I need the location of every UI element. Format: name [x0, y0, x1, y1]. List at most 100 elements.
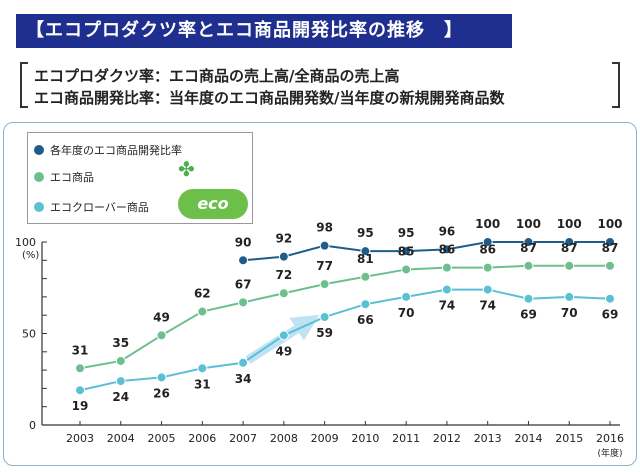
data-label: 74: [439, 299, 456, 313]
data-label: 95: [357, 226, 374, 240]
data-label: 100: [475, 217, 500, 231]
data-label: 87: [602, 241, 619, 255]
x-tick-label: 2005: [148, 432, 176, 445]
definition-eco-products-rate: エコプロダクツ率：エコ商品の売上高/全商品の売上高: [34, 67, 400, 85]
y-tick-label: 100: [15, 236, 36, 249]
x-tick-label: 2008: [270, 432, 298, 445]
data-point: [278, 288, 289, 299]
data-point: [115, 355, 126, 366]
data-point: [401, 264, 412, 275]
data-label: 87: [520, 241, 537, 255]
data-label: 77: [316, 259, 333, 273]
data-label: 81: [357, 252, 374, 266]
data-point: [156, 330, 167, 341]
data-point: [115, 376, 126, 387]
data-point: [278, 330, 289, 341]
data-point: [319, 240, 330, 251]
data-point: [482, 237, 493, 247]
data-point: [278, 251, 289, 262]
y-unit-label: (%): [22, 250, 39, 261]
data-point: [360, 271, 371, 282]
data-point: [482, 262, 493, 273]
x-tick-label: 2014: [514, 432, 542, 445]
legend-dot-icon: [34, 145, 44, 155]
data-label: 70: [398, 306, 415, 320]
x-tick-label: 2007: [229, 432, 257, 445]
legend-item-eco-products: エコ商品: [34, 169, 94, 185]
eco-logo: eco: [178, 189, 248, 219]
data-point: [401, 246, 412, 257]
data-label: 19: [72, 399, 89, 413]
x-tick-label: 2015: [555, 432, 583, 445]
data-label: 49: [275, 344, 292, 358]
data-label: 86: [439, 243, 456, 257]
data-label: 31: [72, 343, 89, 357]
x-tick-label: 2003: [66, 432, 94, 445]
data-label: 87: [561, 241, 578, 255]
data-point: [156, 372, 167, 383]
data-label: 100: [516, 217, 541, 231]
x-tick-label: 2013: [474, 432, 502, 445]
definitions-box: エコプロダクツ率：エコ商品の売上高/全商品の売上高 エコ商品開発比率：当年度のエ…: [20, 60, 620, 110]
x-tick-label: 2004: [107, 432, 135, 445]
data-point: [75, 385, 85, 396]
data-point: [605, 260, 615, 271]
data-point: [564, 291, 575, 302]
data-label: 74: [479, 299, 496, 313]
legend-label: エコ商品: [50, 171, 94, 184]
data-label: 70: [561, 306, 578, 320]
data-label: 85: [398, 244, 415, 258]
legend-item-development-rate: 各年度のエコ商品開発比率: [34, 142, 182, 158]
data-label: 24: [112, 390, 129, 404]
series-line: [242, 241, 610, 262]
data-point: [523, 237, 534, 247]
data-label: 90: [235, 235, 252, 249]
data-label: 31: [194, 377, 211, 391]
data-point: [75, 363, 85, 374]
x-tick-label: 2016: [596, 432, 624, 445]
chart-legend: 各年度のエコ商品開発比率 エコ商品 エコクローバー商品 ✤ eco: [27, 132, 253, 224]
data-label: 35: [112, 336, 129, 350]
data-label: 72: [275, 268, 292, 282]
data-label: 34: [235, 372, 252, 386]
data-label: 66: [357, 313, 374, 327]
data-label: 62: [194, 287, 211, 301]
y-tick-label: 50: [22, 328, 36, 341]
right-bracket: [612, 62, 620, 108]
page-title: 【エコプロダクツ率とエコ商品開発比率の推移 】: [16, 14, 512, 48]
left-bracket: [20, 62, 28, 108]
data-point: [482, 284, 493, 295]
x-tick-label: 2011: [392, 432, 420, 445]
data-point: [401, 291, 412, 302]
x-unit-label: (年度): [597, 447, 622, 459]
data-label: 100: [557, 217, 582, 231]
x-tick-label: 2012: [433, 432, 461, 445]
data-label: 59: [316, 326, 333, 340]
data-point: [319, 312, 330, 323]
data-point: [564, 237, 575, 247]
series-line: [79, 288, 611, 392]
data-point: [441, 244, 452, 255]
data-label: 49: [153, 310, 170, 324]
y-tick-label: 0: [29, 419, 36, 432]
data-point: [197, 306, 208, 317]
data-label: 95: [398, 226, 415, 240]
data-label: 100: [597, 217, 622, 231]
data-point: [441, 284, 452, 295]
definition-eco-development-rate: エコ商品開発比率：当年度のエコ商品開発数/当年度の新規開発商品数: [34, 89, 505, 107]
data-point: [238, 255, 249, 266]
data-label: 67: [235, 277, 252, 291]
data-point: [605, 237, 615, 247]
data-label: 69: [602, 308, 619, 322]
data-point: [605, 293, 615, 304]
legend-label: 各年度のエコ商品開発比率: [50, 144, 182, 157]
x-tick-label: 2010: [351, 432, 379, 445]
data-point: [238, 297, 249, 308]
data-label: 86: [479, 243, 496, 257]
data-label: 92: [275, 232, 292, 246]
data-point: [523, 260, 534, 271]
x-tick-label: 2006: [188, 432, 216, 445]
clover-icon: ✤: [178, 157, 195, 181]
data-label: 98: [316, 221, 333, 235]
